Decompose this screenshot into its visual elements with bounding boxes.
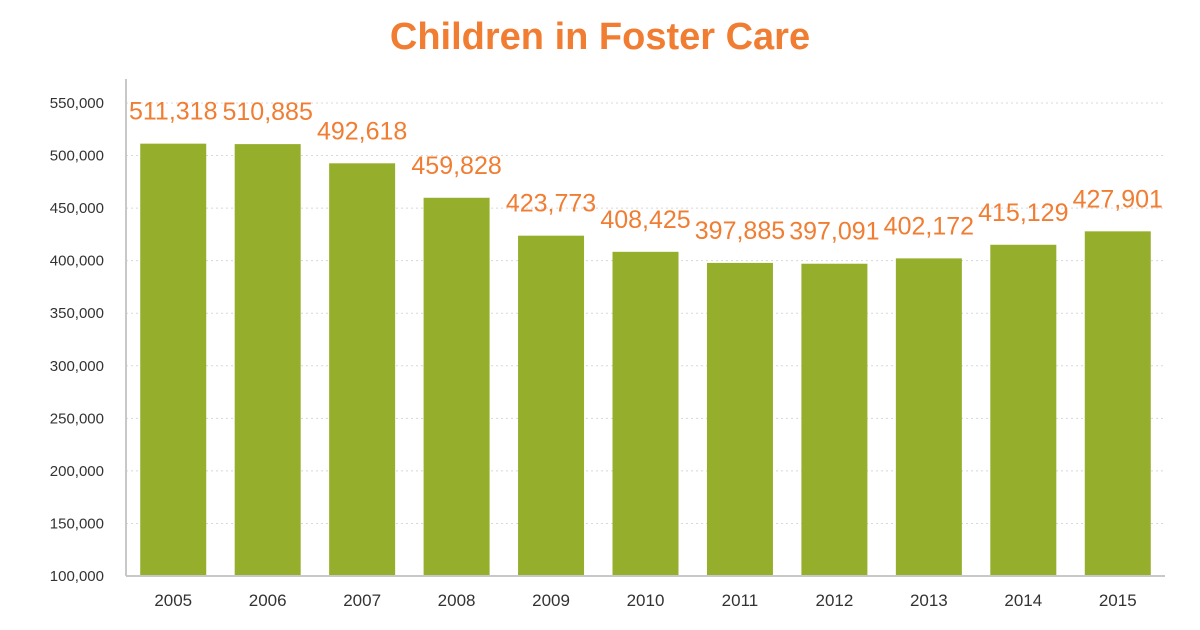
x-category-label: 2009 — [532, 591, 570, 610]
data-label: 415,129 — [978, 199, 1068, 227]
bars — [140, 143, 1151, 577]
data-label: 427,901 — [1073, 185, 1163, 213]
bar — [612, 251, 679, 577]
data-label: 402,172 — [884, 212, 974, 240]
data-label: 397,885 — [695, 217, 785, 245]
data-label: 511,318 — [129, 98, 218, 126]
data-labels: 511,318 510,885492,618459,828423,773408,4… — [129, 98, 1163, 246]
y-tick-label: 150,000 — [50, 515, 104, 532]
y-tick-label: 250,000 — [50, 410, 104, 427]
bar — [518, 235, 585, 577]
x-category-label: 2008 — [438, 591, 476, 610]
data-label: 510,885 — [222, 98, 312, 126]
axes — [125, 79, 1165, 577]
bar — [234, 144, 301, 577]
bar — [801, 263, 868, 576]
x-category-label: 2011 — [722, 591, 759, 610]
x-category-label: 2006 — [249, 591, 287, 610]
x-category-label: 2013 — [910, 591, 948, 610]
y-tick-label: 550,000 — [50, 95, 104, 112]
y-axis-ticks: 100,000 150,000 200,000 250,000 300,000 350,0… — [50, 95, 104, 585]
data-label: 492,618 — [317, 117, 407, 145]
data-label: 423,773 — [506, 190, 596, 218]
x-category-label: 2012 — [815, 591, 853, 610]
chart-title: Children in Foster Care — [389, 16, 811, 58]
y-tick-label: 350,000 — [50, 305, 104, 322]
data-label: 397,091 — [789, 218, 879, 246]
bar — [706, 262, 773, 576]
y-tick-label: 200,000 — [50, 463, 104, 480]
bar — [895, 258, 962, 576]
bar — [140, 143, 207, 577]
y-tick-label: 500,000 — [50, 148, 104, 165]
bar — [423, 197, 490, 576]
x-category-label: 2015 — [1099, 591, 1137, 610]
x-category-label: 2014 — [1004, 591, 1042, 610]
y-tick-label: 400,000 — [50, 253, 104, 270]
bar — [1084, 231, 1151, 577]
x-category-label: 2007 — [343, 591, 381, 610]
y-tick-label: 100,000 — [50, 568, 104, 585]
x-category-label: 2005 — [154, 591, 192, 610]
bar — [329, 163, 396, 576]
bar — [990, 244, 1057, 576]
data-label: 408,425 — [600, 206, 690, 234]
y-tick-label: 300,000 — [50, 358, 104, 375]
data-label: 459,828 — [411, 152, 501, 180]
y-tick-label: 450,000 — [50, 200, 104, 217]
x-axis-categories: 2005 2006 2007 2008 2009 2010 2011 2012 2013 2014… — [154, 591, 1136, 610]
x-category-label: 2010 — [627, 591, 665, 610]
